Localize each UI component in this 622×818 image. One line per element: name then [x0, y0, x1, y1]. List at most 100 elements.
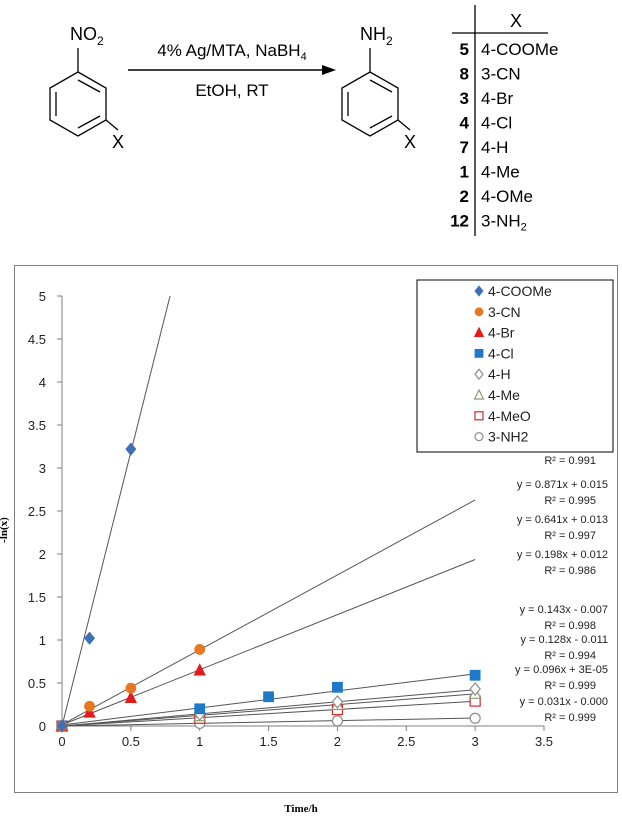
fit-equation: y = 0.031x - 0.000	[520, 696, 608, 708]
y-tick-label: 0	[39, 719, 46, 734]
fit-r-squared: R² = 0.999	[544, 712, 596, 724]
y-tick-label: 3.5	[28, 418, 46, 433]
data-point	[469, 682, 481, 696]
data-point	[83, 705, 96, 718]
fit-equation: y = 0.871x + 0.015	[517, 479, 608, 491]
legend-label: 4-Cl	[488, 345, 514, 361]
fit-equation: y = 0.641x + 0.013	[517, 514, 608, 526]
legend-box	[416, 279, 614, 453]
chart-frame	[14, 265, 618, 793]
y-tick-label: 2.5	[28, 504, 46, 519]
compound-number: 5	[460, 40, 469, 59]
substituent-label: 4-COOMe	[481, 40, 558, 59]
product-substituent-label: X	[404, 132, 416, 152]
substituent-label: 4-OMe	[481, 187, 533, 206]
fit-equation: y = 0.143x - 0.007	[520, 604, 608, 616]
legend-label: 3-NH2	[488, 429, 529, 445]
reaction-scheme: NO2 X 4% Ag/MTA, NaBH4 EtOH, RT NH2 X X …	[49, 5, 558, 236]
fit-line	[61, 499, 476, 726]
data-point	[332, 681, 343, 693]
fit-equation: y = 0.128x - 0.011	[520, 634, 608, 646]
fit-r-squared: R² = 0.986	[544, 565, 596, 577]
legend-label: 3-CN	[488, 304, 521, 320]
compound-number: 2	[460, 187, 469, 206]
data-point	[331, 715, 344, 727]
fit-line	[61, 693, 476, 727]
chart-axes: 0 0.5 1 1.5 2 2.5 3 3.5 0 0.5 1 1.5 2 2.5 3 3.5 4 4.5 5	[28, 289, 553, 749]
x-tick-label: 3	[472, 734, 479, 749]
compound-number: 3	[460, 89, 469, 108]
legend-label: 4-Br	[488, 325, 515, 341]
reactant-benzene-ring	[49, 48, 119, 137]
data-point	[473, 326, 485, 338]
compound-number: 4	[460, 114, 470, 133]
product-benzene-ring	[341, 48, 411, 137]
substituent-table: 5 4-COOMe 8 3-CN 3 4-Br 4 4-Cl 7 4-H 1 4-Me 2 4-OMe 12…	[450, 40, 558, 234]
data-point	[469, 669, 481, 681]
fit-equation: y = 0.198x + 0.012	[517, 549, 608, 561]
data-point	[125, 682, 137, 694]
data-point	[84, 631, 96, 645]
compound-number: 12	[450, 212, 469, 231]
data-point	[474, 368, 484, 381]
legend: 4-COOMe 3-CN 4-Br 4-Cl 4-H 4-Me 4-MeO 3-NH2	[416, 279, 614, 453]
fit-line	[61, 295, 171, 727]
x-tick-label: 1	[196, 734, 203, 749]
y-tick-label: 4.5	[28, 332, 46, 347]
fit-r-squared: R² = 0.999	[544, 680, 596, 692]
reactant-substituent-label: X	[112, 132, 124, 152]
fit-r-squared: R² = 0.995	[544, 495, 596, 507]
fit-line	[61, 689, 476, 727]
reactant-nitro-group: NO2	[70, 24, 104, 48]
legend-label: 4-COOMe	[488, 283, 552, 299]
substituent-label: 4-Br	[481, 89, 513, 108]
y-tick-label: 1	[39, 633, 46, 648]
fit-equation: y = 0.096x + 3E-05	[515, 664, 608, 676]
legend-label: 4-MeO	[488, 408, 531, 424]
y-tick-label: 4	[39, 375, 46, 390]
compound-number: 8	[460, 65, 469, 84]
data-point	[474, 411, 484, 421]
legend-label: 4-Me	[488, 387, 520, 403]
y-axis-label: -ln(x)	[0, 517, 10, 543]
substituent-table-header: X	[510, 11, 522, 31]
x-tick-label: 2.5	[397, 734, 415, 749]
data-point	[331, 694, 344, 709]
x-tick-label: 0	[58, 734, 65, 749]
data-points	[55, 442, 482, 733]
substituent-label: 4-Cl	[481, 114, 512, 133]
x-tick-label: 1.5	[260, 734, 278, 749]
y-tick-label: 5	[39, 289, 46, 304]
fit-r-squared: R² = 0.991	[544, 455, 596, 467]
data-point	[473, 388, 485, 400]
data-point	[474, 307, 484, 317]
fit-line	[61, 717, 476, 727]
product-amine-group: NH2	[360, 24, 393, 48]
fit-lines	[61, 295, 476, 727]
substituent-label: 3-NH2	[481, 212, 527, 234]
fit-r-squared: R² = 0.998	[544, 620, 596, 632]
solvent-conditions: EtOH, RT	[195, 81, 268, 100]
fit-r-squared: R² = 0.997	[544, 530, 596, 542]
reaction-arrow	[128, 65, 336, 75]
substituent-label: 4-Me	[481, 163, 520, 182]
data-point	[474, 348, 484, 358]
y-tick-label: 0.5	[28, 676, 46, 691]
fit-r-squared: R² = 0.994	[544, 650, 596, 662]
x-axis-label: Time/h	[284, 803, 317, 815]
data-point	[124, 690, 138, 704]
data-point	[469, 712, 481, 724]
compound-number: 1	[460, 163, 469, 182]
x-tick-label: 3.5	[535, 734, 553, 749]
reagent-conditions: 4% Ag/MTA, NaBH4	[157, 41, 306, 63]
data-point	[84, 700, 95, 712]
y-tick-label: 1.5	[28, 590, 46, 605]
data-point	[474, 285, 484, 297]
substituent-label: 3-CN	[481, 65, 521, 84]
data-point	[56, 719, 68, 733]
y-tick-label: 2	[39, 547, 46, 562]
data-point	[194, 644, 206, 655]
data-point	[474, 432, 484, 442]
